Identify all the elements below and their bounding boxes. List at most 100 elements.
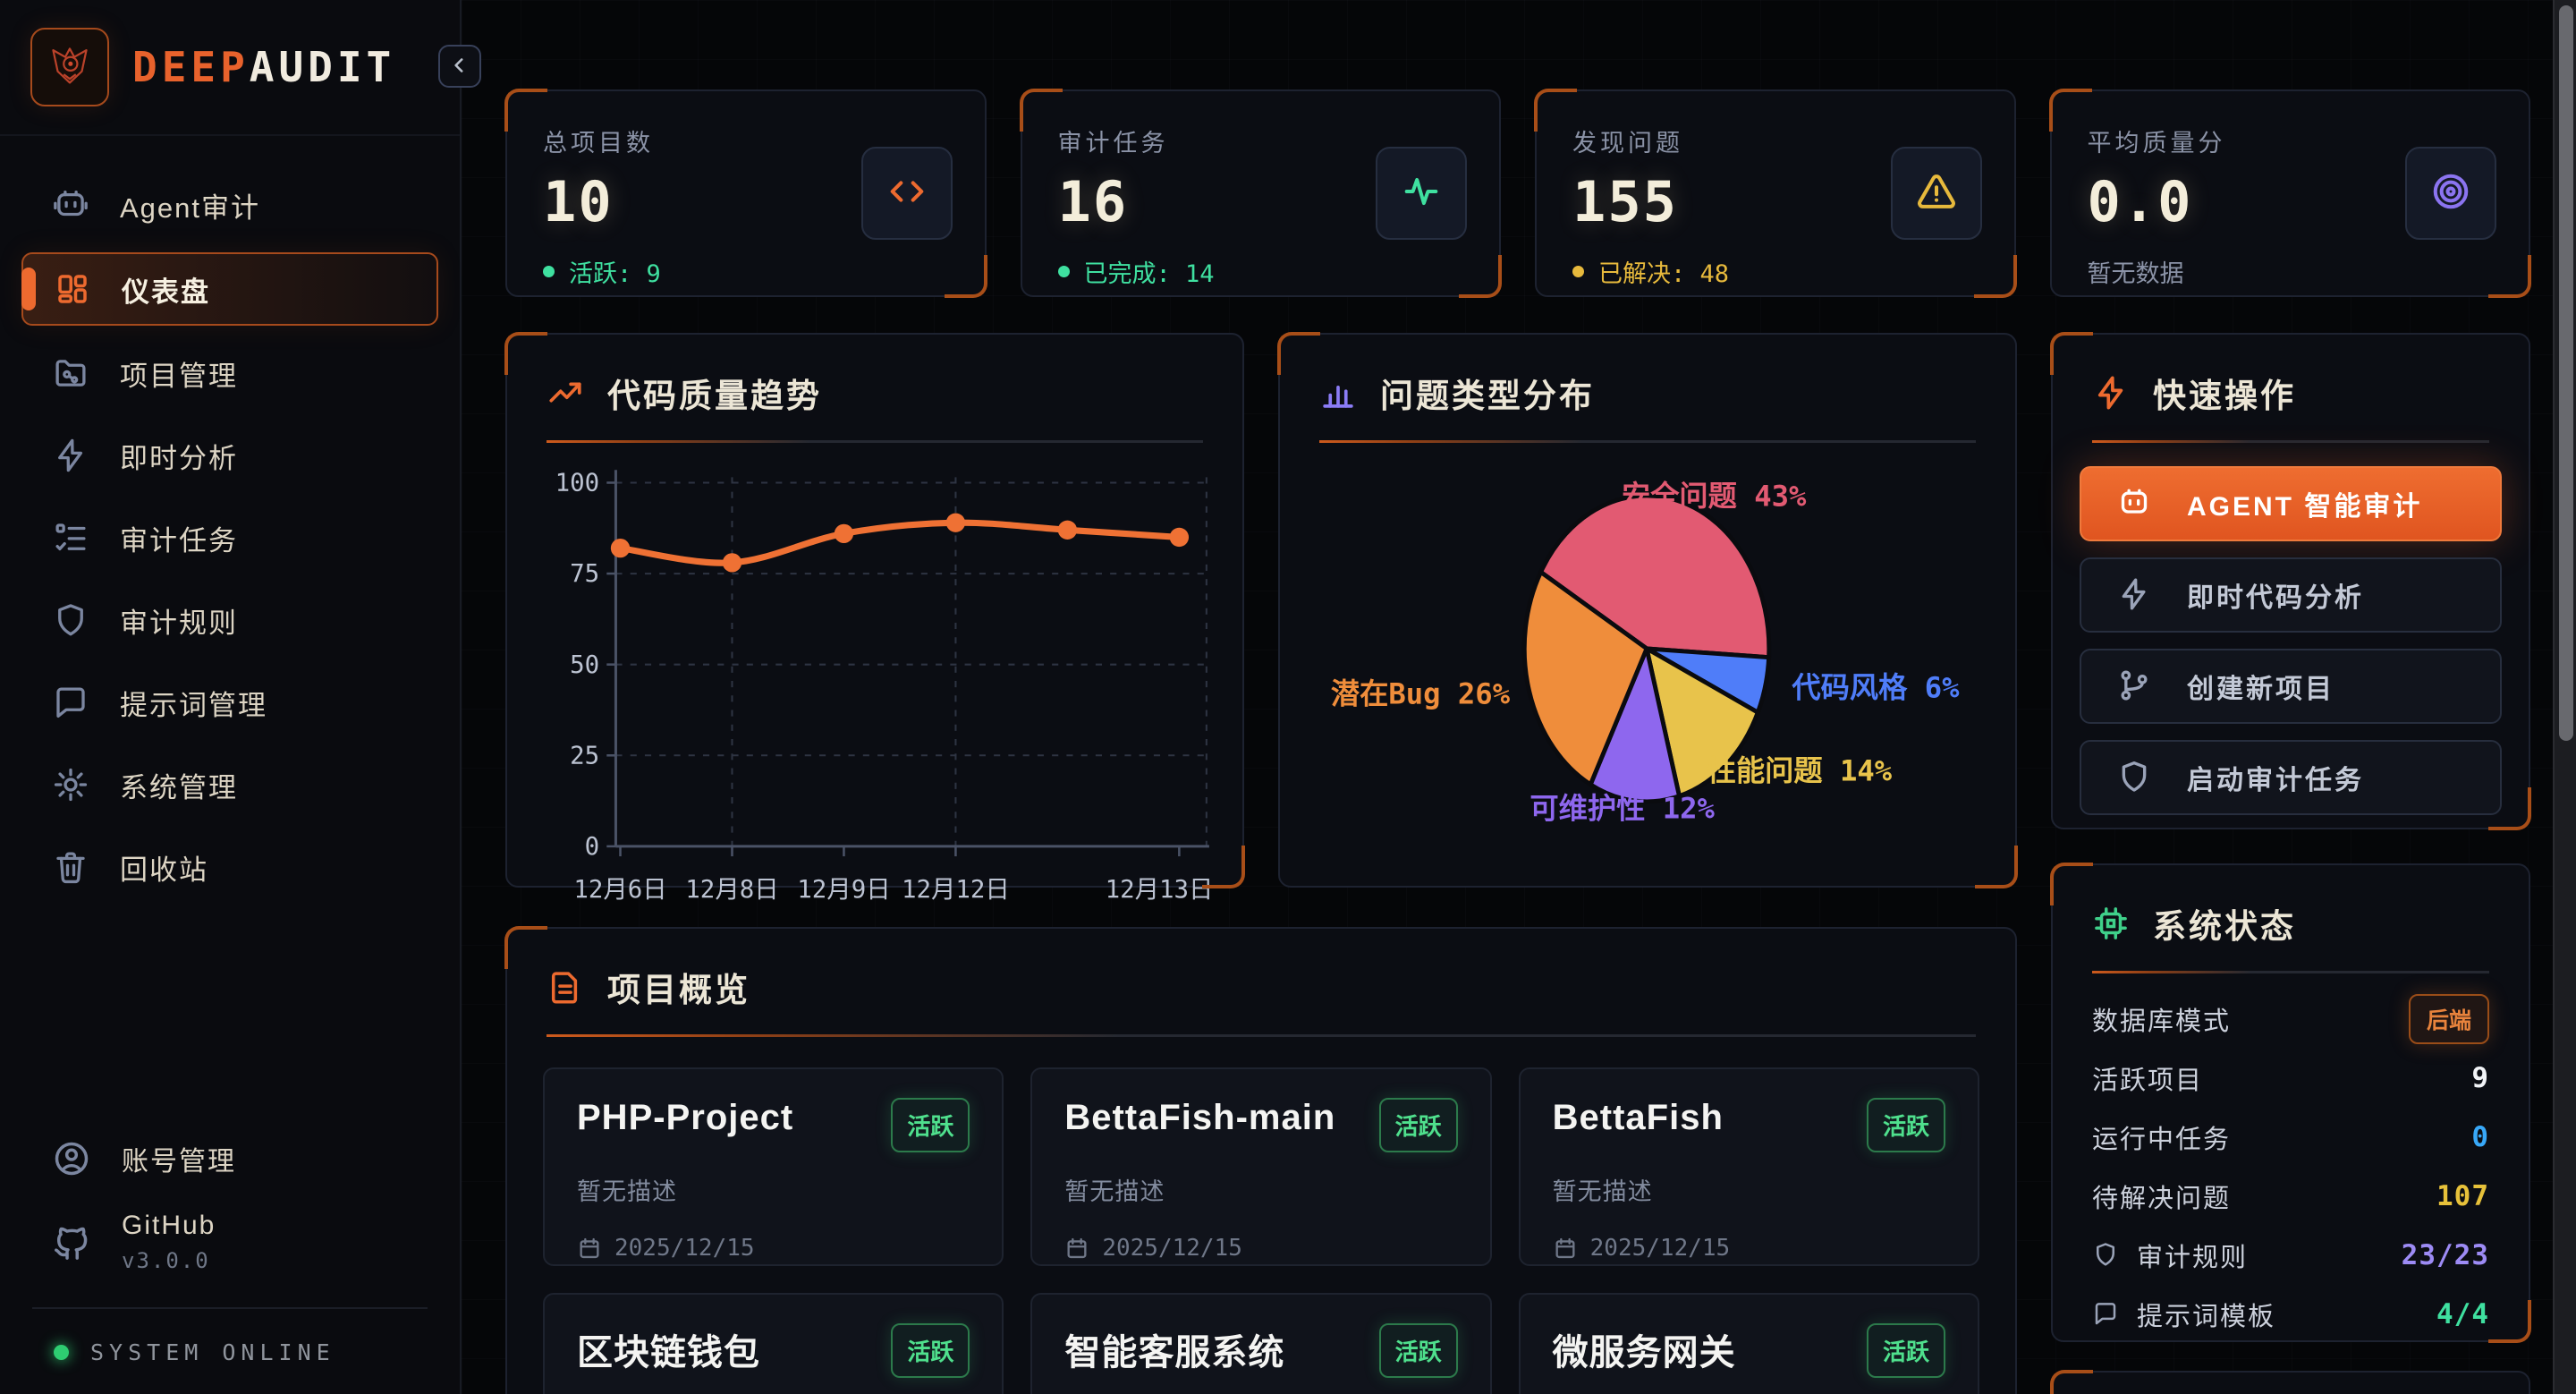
active-badge: 活跃 [1866,1323,1945,1378]
sidebar-item-project-management[interactable]: 项目管理 [21,338,438,408]
issue-types-pie: 安全问题 43% 代码风格 6% 性能问题 14% 可维护性 12% 潜在Bug 26% [1331,480,1960,826]
status-row-pending-issues: 待解决问题 107 [2092,1180,2489,1213]
button-label: 创建新项目 [2187,675,2334,704]
project-name: 微服务网关 [1552,1333,1736,1373]
brand-deep: DEEP [132,43,250,91]
card-title: 项目概览 [607,972,750,1008]
sidebar-item-label: 审计规则 [120,607,238,639]
card-header: 系统状态 [2053,865,2529,971]
backend-badge: 后端 [2408,994,2489,1044]
agent-audit-button[interactable]: AGENT 智能审计 [2080,466,2502,541]
shield-icon [52,601,89,639]
sidebar-item-label: Agent审计 [120,191,261,224]
right-column: 快速操作 AGENT 智能审计 [2050,332,2531,1394]
project-name: 区块链钱包 [577,1333,760,1373]
system-status-card: 系统状态 数据库模式 后端 活跃项目 9 运行中任务 [2050,863,2531,1344]
active-badge: 活跃 [891,1098,970,1152]
user-circle-icon [52,1139,91,1178]
card-header: 问题类型分布 [1280,335,2015,440]
project-folder-icon [52,354,89,392]
quick-actions-card: 快速操作 AGENT 智能审计 [2050,332,2531,830]
alert-triangle-icon [1916,171,1957,217]
calendar-icon [1553,1236,1578,1261]
status-value: 0 [2471,1121,2489,1153]
project-date-row: 2025/12/15 [1064,1235,1457,1262]
sidebar-item-label: 账号管理 [122,1147,236,1177]
cpu-icon [2092,905,2130,942]
project-name: 智能客服系统 [1064,1333,1285,1373]
sidebar-item-dashboard[interactable]: 仪表盘 [21,252,438,326]
button-label: 启动审计任务 [2187,766,2364,795]
stat-value: 0.0 [2087,169,2193,234]
project-card-bettafish[interactable]: BettaFish 活跃 暂无描述 2025/12/15 [1518,1067,1979,1266]
stat-card-audit-tasks: 审计任务 16 已完成: 14 [1019,89,1502,298]
status-dot-icon [543,266,555,277]
project-date: 2025/12/15 [1102,1234,1242,1262]
svg-text:12月12日: 12月12日 [902,876,1010,904]
stats-row: 总项目数 10 活跃: 9 审计任务 16 已完成: 14 [504,89,2531,298]
project-card-php-project[interactable]: PHP-Project 活跃 暂无描述 2025/12/15 [543,1067,1004,1266]
create-project-button[interactable]: 创建新项目 [2080,649,2502,724]
sidebar-item-label: 提示词管理 [120,689,267,721]
shield-icon [2092,1241,2121,1270]
status-value: 9 [2471,1062,2489,1094]
sidebar-item-audit-rules[interactable]: 审计规则 [21,585,438,655]
stat-card-found-issues: 发现问题 155 已解决: 48 [1534,89,2016,298]
project-card-blockchain-wallet[interactable]: 区块链钱包 活跃 多链加密货币钱包，支持 ETH、BTC 等主流币种的存储和交易… [543,1293,1004,1394]
sidebar-nav: Agent审计 仪表盘 项目管理 即时分析 [0,136,460,1123]
status-row-running-tasks: 运行中任务 0 [2092,1121,2489,1154]
stat-sub: 已解决: 48 [1572,254,1979,289]
prompt-chat-icon [2092,1300,2121,1329]
project-date: 2025/12/15 [614,1234,755,1262]
sidebar-item-instant-analysis[interactable]: 即时分析 [21,421,438,490]
project-card-bettafish-main[interactable]: BettaFish-main 活跃 暂无描述 2025/12/15 [1030,1067,1492,1266]
stat-value: 155 [1572,169,1678,234]
svg-text:代码风格 6%: 代码风格 6% [1791,671,1960,705]
sidebar-item-label: 系统管理 [120,771,238,803]
calendar-icon [577,1236,602,1261]
stat-label: 总项目数 [543,130,654,157]
header-underline [2092,971,2489,973]
stat-card-avg-quality: 平均质量分 0.0 暂无数据 [2048,89,2531,298]
quality-trend-chart: 0 25 50 75 100 12月6日 12月8日 12月9日 12月12日 12月13日 [555,470,1214,904]
trash-icon [52,848,89,886]
svg-text:50: 50 [570,651,599,679]
svg-text:安全问题 43%: 安全问题 43% [1622,480,1807,514]
svg-text:25: 25 [570,742,599,769]
sidebar-collapse-button[interactable] [438,45,481,88]
bot-icon [52,186,89,224]
sidebar-header: DEEPAUDIT [0,0,481,136]
sidebar-footer: 账号管理 GitHub v3.0.0 SYSTEM ONLINE [0,1123,460,1394]
stat-icon-box [1376,147,1467,240]
project-desc: 暂无描述 [1552,1178,1653,1205]
stat-label: 平均质量分 [2087,130,2226,157]
instant-analysis-button[interactable]: 即时代码分析 [2080,557,2502,633]
project-card-microservice-gateway[interactable]: 微服务网关 活跃 基于 Go 的高性能 API 网关，支持限流、熔断、负载均衡 [1518,1293,1979,1394]
system-online-status: SYSTEM ONLINE [21,1327,438,1373]
sidebar-item-audit-tasks[interactable]: 审计任务 [21,503,438,573]
bot-icon [2115,485,2153,523]
pie-chart: 安全问题 43% 代码风格 6% 性能问题 14% 可维护性 12% 潜在Bug 26% [1280,443,2015,871]
sidebar-item-github[interactable]: GitHub v3.0.0 [21,1194,438,1289]
active-badge: 活跃 [1378,1098,1458,1152]
svg-text:12月8日: 12月8日 [685,876,778,904]
sidebar-item-account[interactable]: 账号管理 [21,1123,438,1194]
sidebar-item-system-management[interactable]: 系统管理 [21,750,438,820]
sidebar-item-agent-audit[interactable]: Agent审计 [21,170,438,240]
sidebar-item-recycle-bin[interactable]: 回收站 [21,832,438,902]
start-audit-task-button[interactable]: 启动审计任务 [2080,740,2502,815]
project-card-smart-customer-service[interactable]: 智能客服系统 活跃 基于 NLP 的智能客服系统，支持多轮对话、意图识别和知识库… [1030,1293,1492,1394]
svg-text:12月6日: 12月6日 [573,876,666,904]
target-icon [2430,171,2471,217]
sidebar-item-label: 项目管理 [120,360,238,392]
sidebar-item-prompt-management[interactable]: 提示词管理 [21,667,438,737]
scrollbar-thumb[interactable] [2559,5,2573,741]
line-chart: 0 25 50 75 100 12月6日 12月8日 12月9日 12月12日 12月13日 [507,443,1242,914]
card-header: 项目概览 [507,929,2015,1034]
system-status-list: 数据库模式 后端 活跃项目 9 运行中任务 0 待解决问题 [2053,973,2529,1344]
shield-icon [2115,759,2153,796]
sidebar-item-label: 仪表盘 [122,276,210,308]
svg-text:潜在Bug 26%: 潜在Bug 26% [1331,676,1511,710]
project-desc: 暂无描述 [577,1178,677,1205]
